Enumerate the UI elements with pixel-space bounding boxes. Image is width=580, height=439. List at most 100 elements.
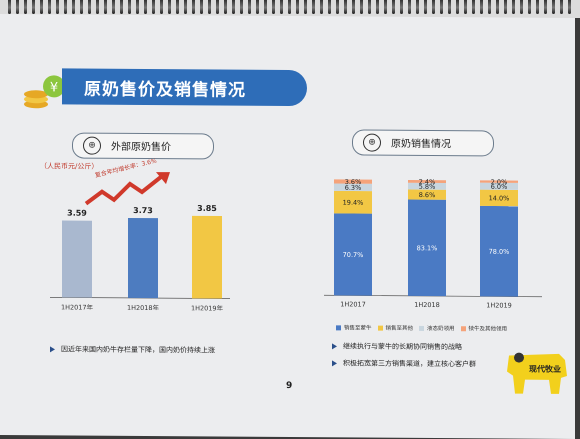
bar (62, 220, 92, 298)
spiral-ring (224, 0, 227, 14)
bullet-arrow-icon (332, 360, 337, 367)
spiral-ring (384, 0, 387, 14)
coins-icon: ¥ (24, 75, 65, 109)
spiral-ring (280, 0, 283, 14)
spiral-ring (200, 0, 203, 14)
right-bullet-2: 积极拓宽第三方销售渠道，建立核心客户群 (332, 358, 476, 369)
slide-page: ¥ 原奶售价及销售情况 ⊕ 外部原奶售价 （人民币元/公斤） 复合年均增长率：3… (0, 14, 575, 439)
segment-value-label: 3.6% (345, 178, 362, 186)
spiral-binding (0, 0, 580, 18)
spiral-ring (344, 0, 347, 14)
spiral-ring (504, 0, 507, 14)
spiral-ring (24, 0, 27, 14)
segment-value-label: 19.4% (343, 199, 364, 207)
spiral-ring (8, 0, 11, 14)
stack-segment (480, 205, 518, 297)
spiral-ring (392, 0, 395, 14)
bar (128, 217, 158, 299)
spiral-ring (464, 0, 467, 14)
spiral-ring (488, 0, 491, 14)
spiral-ring (72, 0, 75, 14)
right-section-header: ⊕ 原奶销售情况 (352, 129, 494, 157)
spiral-ring (152, 0, 155, 14)
spiral-ring (80, 0, 83, 14)
legend-swatch (377, 325, 383, 331)
spiral-ring (136, 0, 139, 14)
segment-value-label: 6.3% (345, 184, 362, 192)
spiral-ring (160, 0, 163, 14)
right-bullet-1: 继续执行与蒙牛的长期协同销售的战略 (332, 341, 462, 352)
bullet-arrow-icon (50, 346, 55, 353)
spiral-ring (552, 0, 555, 14)
page-number: 9 (286, 380, 293, 392)
spiral-ring (296, 0, 299, 14)
spiral-ring (192, 0, 195, 14)
left-bullet: 因近年来国内奶牛存栏量下降，国内奶价持续上涨 (50, 344, 215, 355)
company-logo-icon: ⊕ (363, 133, 381, 152)
spiral-ring (320, 0, 323, 14)
spiral-ring (32, 0, 35, 14)
spiral-ring (544, 0, 547, 14)
legend-swatch (460, 326, 466, 332)
legend-label: 液态奶领用 (427, 325, 455, 333)
bar-value-label: 3.73 (133, 206, 153, 215)
spiral-ring (264, 0, 267, 14)
spiral-ring (536, 0, 539, 14)
spiral-ring (360, 0, 363, 14)
spiral-ring (256, 0, 259, 14)
spiral-ring (520, 0, 523, 14)
legend-label: 犊牛及其他领用 (468, 326, 508, 333)
x-tick-label: 1H2019年 (191, 303, 224, 310)
spiral-ring (96, 0, 99, 14)
brand-name: 现代牧业 (529, 364, 561, 374)
spiral-ring (176, 0, 179, 14)
spiral-ring (528, 0, 531, 14)
left-section-title: 外部原奶售价 (111, 141, 171, 154)
spiral-ring (480, 0, 483, 14)
spiral-ring (424, 0, 427, 14)
legend-swatch (419, 325, 425, 331)
spiral-ring (232, 0, 235, 14)
spiral-ring (64, 0, 67, 14)
stack-segment (408, 199, 446, 297)
spiral-ring (216, 0, 219, 14)
spiral-ring (448, 0, 451, 14)
page-title: 原奶售价及销售情况 (84, 79, 246, 101)
spiral-ring (560, 0, 563, 14)
stack-segment (480, 182, 518, 190)
x-tick-label: 1H2019 (486, 301, 512, 309)
stack-segment (334, 183, 372, 192)
spiral-ring (432, 0, 435, 14)
x-tick-label: 1H2017 (340, 300, 366, 308)
svg-text:¥: ¥ (50, 80, 58, 95)
spiral-ring (40, 0, 43, 14)
spiral-ring (56, 0, 59, 14)
left-section-header: ⊕ 外部原奶售价 (72, 132, 214, 160)
spiral-ring (336, 0, 339, 14)
right-section-title: 原奶销售情况 (391, 138, 451, 151)
spiral-ring (88, 0, 91, 14)
right-chart-legend: 销售至蒙牛 销售至其他 液态奶领用 犊牛及其他领用 (330, 323, 508, 333)
stack-segment (408, 189, 446, 200)
spiral-ring (288, 0, 291, 14)
x-tick-label: 1H2018年 (127, 303, 160, 311)
brand-cow-logo: 现代牧业 (507, 352, 567, 394)
spiral-ring (248, 0, 251, 14)
spiral-ring (304, 0, 307, 14)
segment-value-label: 6.0% (491, 183, 508, 191)
spiral-ring (48, 0, 51, 14)
left-bar-chart: 3.59 1H2017年 3.73 1H2018年 3.85 1H2019年 (50, 204, 230, 311)
spiral-ring (416, 0, 419, 14)
segment-value-label: 14.0% (489, 194, 510, 202)
spiral-ring (512, 0, 515, 14)
segment-value-label: 83.1% (417, 244, 438, 252)
left-bullet-text: 因近年来国内奶牛存栏量下降，国内奶价持续上涨 (61, 345, 215, 355)
spiral-ring (16, 0, 19, 14)
spiral-ring (456, 0, 459, 14)
spiral-ring (368, 0, 371, 14)
right-bullet-2-text: 积极拓宽第三方销售渠道，建立核心客户群 (343, 359, 476, 369)
company-logo-icon: ⊕ (83, 136, 101, 155)
spiral-ring (272, 0, 275, 14)
spiral-ring (568, 0, 571, 14)
stack-segment (408, 182, 446, 190)
